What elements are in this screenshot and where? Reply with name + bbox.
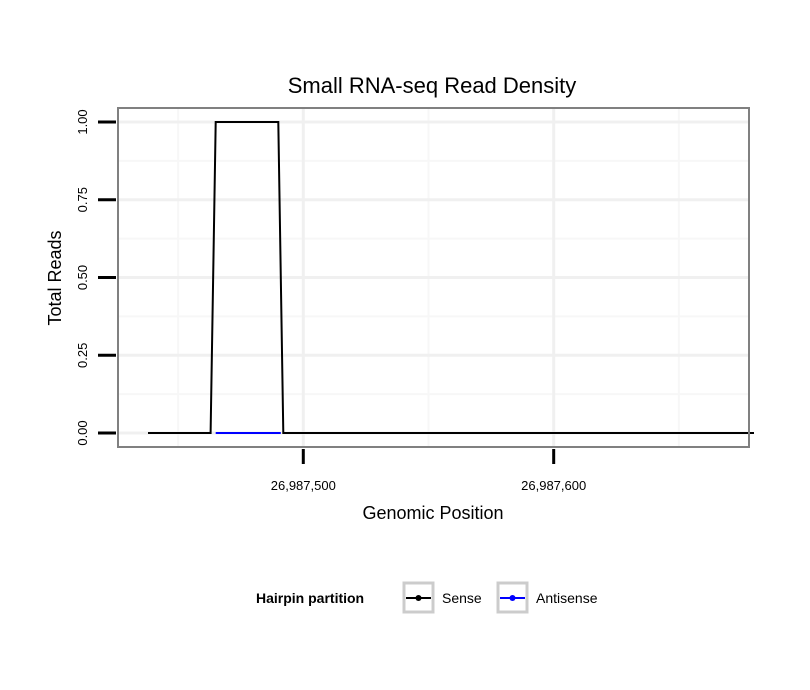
y-tick-label: 0.75	[75, 187, 90, 212]
chart-title: Small RNA-seq Read Density	[288, 73, 577, 98]
y-tick-label: 0.00	[75, 420, 90, 445]
series-layer	[148, 121, 754, 434]
y-tick-label: 0.50	[75, 265, 90, 290]
y-tick-label: 0.25	[75, 343, 90, 368]
legend-title: Hairpin partition	[256, 590, 364, 606]
series-line-sense	[148, 121, 754, 434]
legend-label-sense: Sense	[442, 590, 482, 606]
y-tick-label: 1.00	[75, 109, 90, 134]
plot-panel-border	[117, 107, 750, 448]
legend-point-sense	[415, 595, 422, 601]
x-tick-label: 26,987,500	[271, 478, 336, 493]
minor-grid	[118, 108, 749, 447]
legend: Hairpin partition Sense Antisense	[256, 581, 598, 614]
x-axis: 26,987,500 26,987,600	[271, 449, 586, 493]
x-axis-title: Genomic Position	[362, 503, 503, 523]
legend-item-antisense: Antisense	[496, 581, 598, 614]
legend-label-antisense: Antisense	[536, 590, 598, 606]
y-axis: 0.00 0.25 0.50 0.75 1.00	[75, 109, 116, 446]
x-tick-label: 26,987,600	[521, 478, 586, 493]
legend-point-antisense	[509, 595, 516, 601]
legend-item-sense: Sense	[402, 581, 482, 614]
y-axis-title: Total Reads	[45, 230, 65, 325]
